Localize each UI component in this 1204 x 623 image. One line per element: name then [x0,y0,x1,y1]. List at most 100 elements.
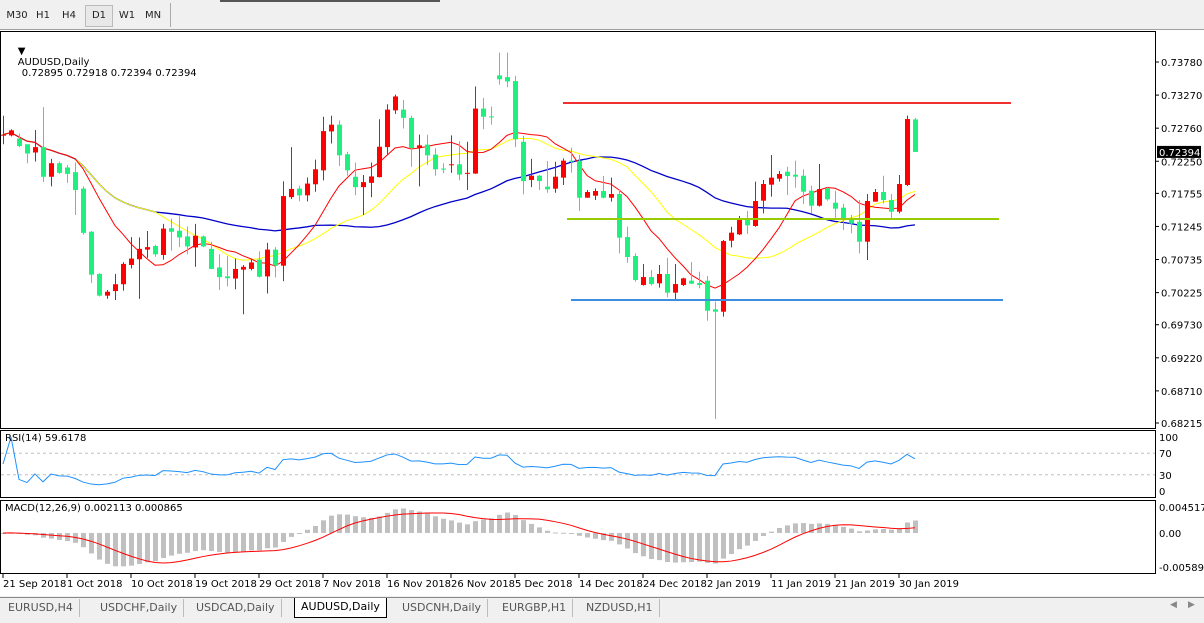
candle-bearish [153,246,158,255]
macd-histogram-bar [665,533,670,563]
macd-histogram-bar [561,532,566,534]
date-tick-label: 10 Oct 2018 [131,579,193,590]
candle-bearish [209,248,214,269]
candle-bullish [561,160,566,178]
candle-bearish [489,116,494,118]
candle-bullish [585,191,590,198]
rsi-line [2,436,916,486]
timeframe-toolbar: M30 H1 H4 D1 W1 MN [0,0,1204,30]
rsi-tick-label: 0 [1159,487,1165,498]
macd-histogram-bar [249,533,254,551]
timeframe-mn-button[interactable]: MN [144,10,162,21]
candle-bearish [889,200,894,212]
chart-tab[interactable]: USDCNH,Daily [396,599,489,617]
macd-histogram-bar [297,533,302,535]
candle-bearish [57,163,62,173]
macd-histogram-bar [161,533,166,559]
macd-histogram-bar [913,520,918,534]
candle-bullish [377,146,382,178]
macd-histogram-bar [65,533,70,541]
macd-histogram-bar [121,533,126,567]
macd-histogram-bar [345,514,350,534]
candle-bearish [409,117,414,149]
macd-histogram-bar [777,528,782,534]
candle-bearish [337,124,342,156]
candle-bearish [217,267,222,278]
chart-window[interactable]: 0.73780 0.73270 0.72760 0.72250 0.71755 0.712… [0,30,1204,596]
macd-histogram-bar [97,533,102,560]
candle-bullish [265,249,270,277]
macd-histogram-bar [857,531,862,534]
chart-tab[interactable]: NZDUSD,H1 [580,599,660,617]
candle-bullish [681,278,686,286]
macd-histogram-bar [145,533,150,563]
candle-bullish [529,175,534,180]
macd-histogram-bar [529,523,534,534]
candle-bearish [697,283,702,286]
tab-scroll-right-icon[interactable]: ▶ [1188,600,1195,610]
macd-histogram-bar [897,528,902,534]
date-tick-label: 26 Nov 2018 [451,579,515,590]
macd-histogram-bar [57,533,62,540]
macd-histogram-bar [473,521,478,534]
candle-bullish [321,131,326,171]
timeframe-h1-button[interactable]: H1 [36,10,50,21]
candle-bearish [81,188,86,233]
candle-bearish [569,160,574,162]
date-tick-label: 11 Jan 2019 [771,579,831,590]
candle-bearish [625,237,630,257]
candle-bearish [169,228,174,232]
candle-bearish [65,167,70,174]
candle-bearish [185,236,190,247]
candle-bullish [241,266,246,270]
macd-histogram-bar [337,514,342,534]
chart-tab[interactable]: AUDUSD,Daily [294,598,387,618]
candle-bullish [417,145,422,148]
candle-bullish [161,228,166,255]
candle-bearish [913,119,918,152]
candle-bearish [649,277,654,285]
macd-histogram-bar [217,533,222,552]
chart-tab[interactable]: USDCAD,Daily [190,599,282,617]
macd-histogram-bar [385,512,390,534]
candle-bearish [41,147,46,177]
price-tick-label: 0.69220 [1161,354,1202,365]
candle-bearish [857,221,862,242]
timeframe-w1-button[interactable]: W1 [118,10,136,21]
timeframe-h4-button[interactable]: H4 [62,10,76,21]
chart-tab[interactable]: EURUSD,H4 [2,599,80,617]
chart-tab[interactable]: EURGBP,H1 [496,599,574,617]
candle-bullish [593,191,598,196]
collapse-triangle-icon[interactable]: ▼ [17,46,26,57]
candle-bearish [25,144,30,154]
tab-scroll-left-icon[interactable]: ◀ [1170,600,1177,610]
macd-histogram-bar [673,533,678,563]
macd-histogram-bar [201,533,206,551]
candle-bearish [617,194,622,238]
candle-bearish [705,280,710,311]
macd-histogram-bar [753,533,758,541]
macd-histogram-bar [465,524,470,534]
macd-histogram-bar [881,529,886,534]
timeframe-d1-button[interactable]: D1 [85,5,113,27]
candle-bearish [225,276,230,279]
candle-bearish [481,108,486,117]
macd-histogram-bar [801,523,806,534]
macd-histogram-bar [489,518,494,534]
macd-histogram-bar [569,533,574,535]
candle-bearish [801,175,806,192]
macd-histogram-bar [441,518,446,534]
macd-histogram-bar [265,533,270,549]
macd-histogram-bar [481,519,486,534]
macd-histogram-bar [577,533,582,536]
macd-histogram-bar [713,533,718,564]
macd-tick-label: 0.004517 [1159,503,1204,514]
macd-histogram-bar [185,533,190,553]
candle-bullish [753,201,758,226]
chart-tab[interactable]: USDCHF,Daily [94,599,185,617]
macd-histogram-bar [505,512,510,534]
macd-histogram-bar [689,533,694,563]
timeframe-m30-button[interactable]: M30 [6,10,28,21]
price-chart[interactable]: 0.73780 0.73270 0.72760 0.72250 0.71755 0.712… [0,30,1204,596]
macd-histogram-bar [641,533,646,557]
